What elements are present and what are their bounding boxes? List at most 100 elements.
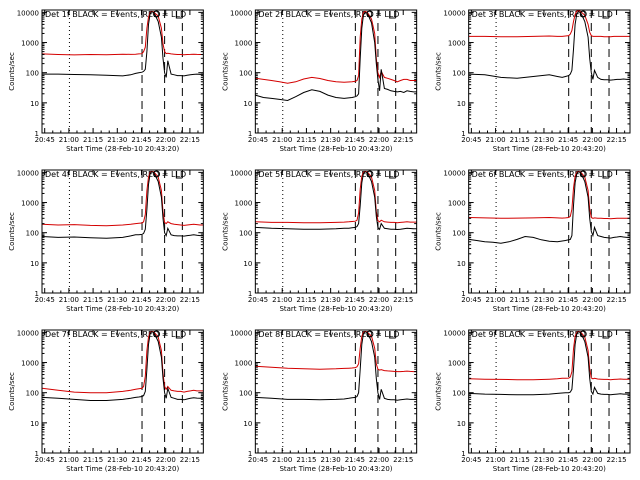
y-tick-label: 1: [35, 130, 39, 138]
bracket-mark: [602, 11, 610, 19]
x-tick-label: 21:15: [296, 296, 316, 304]
x-tick-label: 21:00: [272, 456, 292, 464]
plot-frame: [254, 329, 418, 454]
y-tick-label: 10: [457, 260, 466, 268]
plot-frame: [254, 169, 418, 294]
x-tick-label: 20:45: [35, 456, 55, 464]
x-tick-label: 21:00: [59, 456, 79, 464]
y-tick-label: 10: [457, 100, 466, 108]
peak-circle-mark: [579, 330, 587, 338]
bracket-mark: [602, 171, 610, 179]
y-tick-label: 100: [452, 230, 465, 238]
series-line-black: [468, 331, 630, 396]
chart-title: Det 3f BLACK = Events, RED = LLD: [472, 10, 613, 19]
y-tick-label: 100: [452, 70, 465, 78]
y-axis-label: Counts/sec: [435, 212, 443, 251]
x-tick-label: 21:45: [558, 136, 578, 144]
x-tick-label: 20:45: [248, 456, 268, 464]
series-line-black: [42, 11, 204, 78]
y-tick-label: 10000: [230, 9, 252, 17]
x-tick-label: 21:15: [83, 296, 103, 304]
plot-frame: [41, 169, 204, 294]
x-tick-label: 22:15: [393, 456, 413, 464]
y-tick-label: 100: [239, 70, 252, 78]
x-tick-label: 22:00: [369, 296, 389, 304]
chart-title: Det 9f BLACK = Events, RED = LLD: [472, 330, 613, 339]
peak-circle-mark: [153, 330, 161, 338]
x-tick-label: 21:30: [321, 456, 341, 464]
x-tick-label: 22:00: [156, 456, 176, 464]
y-axis-label: Counts/sec: [435, 52, 443, 91]
chart-panel-2: Det 2f BLACK = Events, RED = LLD 1 10 100 10…: [221, 9, 418, 153]
y-axis-label: Counts/sec: [8, 372, 16, 411]
x-tick-label: 21:45: [558, 296, 578, 304]
plot-frame: [41, 329, 204, 454]
x-axis-label: Start Time (28-Feb-10 20:43:20): [66, 465, 179, 473]
x-tick-label: 20:45: [461, 296, 481, 304]
x-tick-label: 21:30: [107, 296, 127, 304]
x-tick-label: 21:00: [485, 456, 505, 464]
x-tick-label: 20:45: [248, 296, 268, 304]
y-tick-label: 1: [248, 450, 252, 458]
x-tick-label: 22:00: [582, 296, 602, 304]
y-tick-label: 1: [461, 450, 465, 458]
chart-title: Det 1f BLACK = Events, RED = LLD: [45, 10, 186, 19]
x-tick-label: 22:00: [369, 456, 389, 464]
y-tick-label: 1000: [235, 200, 253, 208]
y-tick-label: 1000: [448, 200, 466, 208]
chart-title: Det 5f BLACK = Events, RED = LLD: [258, 170, 399, 179]
x-tick-label: 21:30: [321, 296, 341, 304]
y-tick-label: 100: [452, 390, 465, 398]
x-tick-label: 21:00: [59, 296, 79, 304]
x-tick-label: 21:15: [510, 136, 530, 144]
y-tick-label: 100: [239, 390, 252, 398]
x-tick-label: 22:15: [606, 136, 626, 144]
series-line-red: [255, 170, 417, 224]
series-line-red: [468, 170, 630, 220]
y-axis-label: Counts/sec: [221, 372, 229, 411]
y-axis-label: Counts/sec: [8, 212, 16, 251]
plot-frame: [468, 329, 631, 454]
x-tick-label: 21:30: [534, 296, 554, 304]
y-tick-label: 10000: [230, 329, 252, 337]
x-tick-label: 21:00: [272, 136, 292, 144]
x-tick-label: 21:45: [131, 136, 151, 144]
x-tick-label: 22:15: [606, 296, 626, 304]
bracket-mark: [389, 171, 396, 179]
x-tick-label: 21:45: [558, 456, 578, 464]
chart-title: Det 7f BLACK = Events, RED = LLD: [45, 330, 186, 339]
plot-frame: [468, 9, 631, 134]
y-tick-label: 100: [26, 390, 39, 398]
chart-panel-4: Det 4f BLACK = Events, RED = LLD 1 10 100 10…: [8, 169, 204, 313]
y-axis-label: Counts/sec: [435, 372, 443, 411]
chart-title: Det 8f BLACK = Events, RED = LLD: [258, 330, 399, 339]
bracket-mark: [389, 11, 396, 19]
x-tick-label: 22:15: [180, 456, 200, 464]
y-tick-label: 1: [35, 450, 39, 458]
x-tick-label: 22:15: [180, 296, 200, 304]
x-tick-label: 21:45: [345, 296, 365, 304]
y-tick-label: 10: [30, 100, 39, 108]
x-axis-label: Start Time (28-Feb-10 20:43:20): [66, 145, 179, 153]
y-tick-label: 100: [26, 70, 39, 78]
x-axis-label: Start Time (28-Feb-10 20:43:20): [493, 305, 606, 313]
y-axis-label: Counts/sec: [8, 52, 16, 91]
x-axis-label: Start Time (28-Feb-10 20:43:20): [279, 145, 392, 153]
chart-panel-8: Det 8f BLACK = Events, RED = LLD 1 10 100 10…: [221, 329, 418, 473]
chart-title: Det 4f BLACK = Events, RED = LLD: [45, 170, 186, 179]
x-tick-label: 22:15: [180, 136, 200, 144]
series-line-red: [41, 10, 204, 56]
x-tick-label: 21:00: [485, 296, 505, 304]
x-tick-label: 21:30: [321, 136, 341, 144]
y-tick-label: 10000: [230, 169, 252, 177]
plot-frame: [41, 9, 204, 134]
x-tick-label: 22:00: [582, 136, 602, 144]
bracket-mark: [175, 331, 183, 339]
plot-frame: [468, 169, 631, 294]
y-tick-label: 10: [30, 420, 39, 428]
x-tick-label: 21:30: [107, 136, 127, 144]
y-tick-label: 10000: [17, 9, 39, 17]
x-tick-label: 22:15: [393, 296, 413, 304]
x-tick-label: 21:00: [272, 296, 292, 304]
